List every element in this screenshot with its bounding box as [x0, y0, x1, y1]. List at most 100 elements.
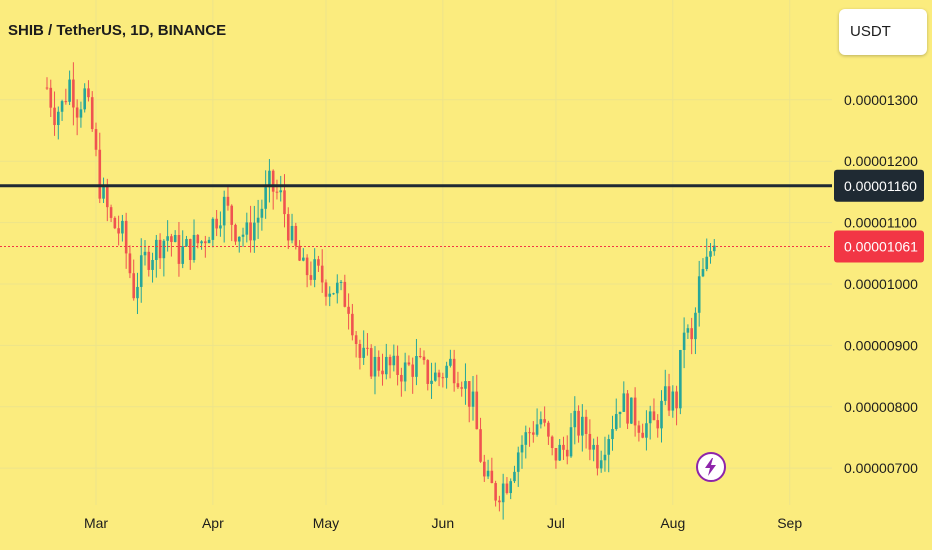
candle-body	[543, 419, 546, 423]
candle-body	[290, 225, 294, 241]
candle-body	[271, 170, 275, 192]
candle-body	[162, 240, 166, 259]
level-price-label: 0.00001160	[844, 178, 917, 194]
candle-body	[60, 101, 64, 112]
time-tick-label: Jul	[547, 515, 565, 531]
price-tick-label: 0.00000900	[844, 337, 918, 353]
candle-body	[347, 306, 350, 314]
candle-body	[434, 372, 437, 381]
candle-body	[509, 481, 512, 494]
price-levels: 0.00001160 0.00001061	[0, 169, 924, 263]
candle-body	[79, 109, 83, 118]
candle-body	[64, 101, 68, 103]
candle-body	[675, 391, 678, 409]
candle-body	[241, 234, 245, 237]
candle-body	[320, 265, 324, 283]
candle-body	[479, 429, 482, 462]
candle-body	[403, 362, 407, 382]
time-tick-label: Sep	[777, 515, 802, 531]
candle-body	[128, 253, 132, 274]
candle-body	[686, 328, 690, 333]
candle-body	[219, 225, 222, 229]
candle-body	[192, 234, 196, 260]
candle-body	[392, 355, 396, 366]
candle-body	[75, 107, 79, 118]
candle-body	[332, 293, 335, 295]
candle-body	[94, 129, 98, 150]
candle-body	[226, 196, 230, 206]
candle-body	[558, 444, 562, 461]
candle-body	[671, 391, 675, 411]
candle-body	[286, 214, 290, 241]
candle-body	[230, 205, 234, 225]
candle-body	[98, 149, 102, 199]
candle-body	[87, 88, 90, 98]
candle-body	[211, 218, 215, 240]
candle-body	[633, 397, 637, 426]
candle-body	[72, 79, 75, 108]
candle-body	[641, 432, 644, 438]
candle-body	[147, 251, 151, 270]
candle-body	[494, 483, 497, 501]
candle-body	[426, 360, 430, 384]
candle-body	[90, 97, 94, 130]
time-axis[interactable]: Mar Apr May Jun Jul Aug Sep	[84, 515, 802, 531]
candle-body	[215, 218, 218, 229]
candle-body	[173, 234, 177, 242]
candle-body	[611, 429, 614, 440]
price-tick-label: 0.00000800	[844, 399, 918, 415]
candle-body	[452, 358, 456, 384]
candle-body	[158, 239, 162, 259]
candle-body	[573, 410, 577, 428]
currency-button[interactable]: USDT	[839, 9, 927, 55]
candle-body	[682, 332, 686, 350]
candle-body	[694, 312, 697, 340]
candle-body	[437, 372, 441, 378]
time-tick-label: Aug	[660, 515, 685, 531]
candle-body	[618, 411, 622, 415]
candle-body	[483, 461, 486, 477]
candle-body	[524, 432, 528, 445]
candle-body	[645, 423, 648, 438]
candle-body	[102, 186, 105, 199]
candle-body	[626, 393, 629, 424]
price-tick-label: 0.00001000	[844, 276, 918, 292]
candle-body	[343, 281, 347, 307]
candle-body	[188, 239, 192, 260]
candle-body	[256, 217, 260, 223]
candle-body	[279, 190, 283, 193]
candle-body	[249, 222, 252, 241]
candle-body	[407, 362, 411, 365]
candle-body	[222, 196, 226, 226]
candle-body	[516, 452, 520, 472]
candle-body	[369, 348, 373, 377]
candle-body	[400, 374, 403, 382]
candle-body	[449, 358, 452, 366]
candle-body	[637, 425, 641, 433]
candle-body	[53, 107, 56, 126]
candle-body	[45, 87, 49, 89]
candle-body	[630, 397, 633, 424]
candle-body	[264, 187, 267, 209]
candle-body	[351, 313, 354, 336]
candle-body	[106, 186, 109, 208]
candle-body	[309, 275, 313, 280]
candle-body	[143, 251, 147, 256]
candle-body	[528, 432, 531, 434]
candle-body	[592, 444, 595, 450]
candle-body	[139, 255, 143, 287]
price-axis[interactable]: 0.00001300 0.00001200 0.00001100 0.00001000…	[844, 92, 918, 476]
candle-body	[622, 393, 626, 412]
candle-body	[520, 444, 524, 453]
candle-body	[313, 259, 316, 280]
lightning-bolt-icon[interactable]	[696, 452, 726, 482]
candle-body	[569, 427, 573, 457]
candle-body	[207, 239, 211, 244]
candle-body	[68, 79, 71, 102]
candle-body	[663, 386, 667, 401]
candle-body	[245, 222, 249, 235]
candle-body	[283, 190, 286, 215]
candle-body	[697, 276, 701, 313]
candle-body	[709, 251, 712, 257]
